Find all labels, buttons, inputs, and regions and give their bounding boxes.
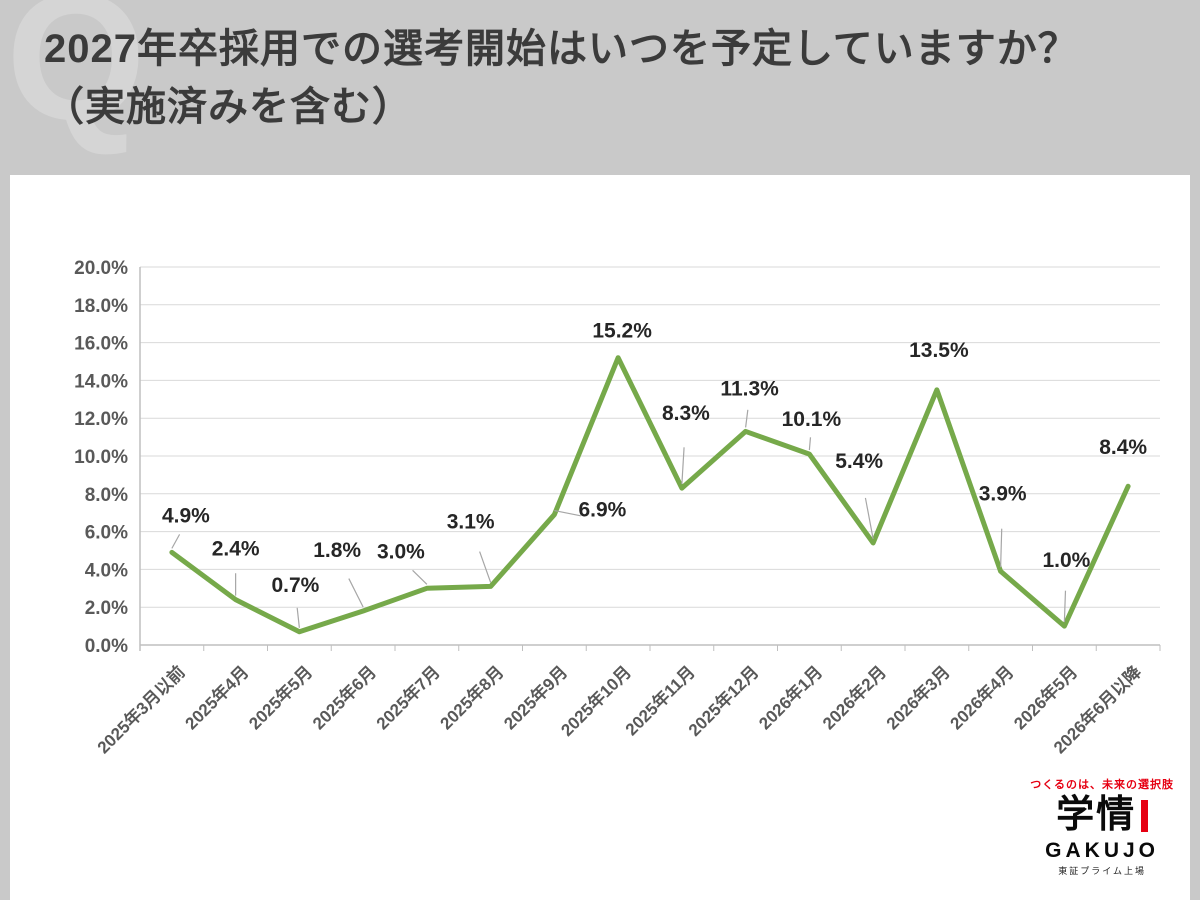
svg-text:18.0%: 18.0%	[74, 296, 128, 317]
header: Q 2027年卒採用での選考開始はいつを予定していますか？（実施済みを含む）	[0, 0, 1200, 165]
svg-text:2026年1月: 2026年1月	[755, 662, 827, 734]
svg-text:3.0%: 3.0%	[377, 540, 425, 563]
svg-text:6.0%: 6.0%	[85, 523, 128, 544]
gakujo-logo: つくるのは、未来の選択肢 学情 GAKUJO 東証プライム上場	[1030, 779, 1174, 876]
svg-text:2025年3月以前: 2025年3月以前	[93, 662, 189, 758]
svg-text:8.4%: 8.4%	[1099, 436, 1147, 459]
svg-text:13.5%: 13.5%	[909, 339, 969, 362]
svg-text:1.0%: 1.0%	[1042, 549, 1090, 572]
svg-text:20.0%: 20.0%	[74, 258, 128, 279]
logo-red-mark	[1141, 799, 1149, 832]
svg-text:3.9%: 3.9%	[979, 482, 1027, 505]
svg-text:2.4%: 2.4%	[212, 538, 260, 561]
svg-text:15.2%: 15.2%	[592, 320, 652, 343]
svg-text:4.0%: 4.0%	[85, 560, 128, 581]
svg-text:8.3%: 8.3%	[662, 402, 710, 425]
svg-text:2025年6月: 2025年6月	[308, 662, 380, 734]
svg-text:1.8%: 1.8%	[313, 539, 361, 562]
svg-text:0.7%: 0.7%	[271, 574, 319, 597]
svg-text:14.0%: 14.0%	[74, 371, 128, 392]
q-watermark: Q	[6, 0, 147, 158]
chart-panel: 0.0% 2.0% 4.0% 6.0% 8.0% 10.0% 12.0% 14.0% 16.0%…	[10, 175, 1190, 900]
svg-text:2025年5月: 2025年5月	[245, 662, 317, 734]
svg-text:2026年4月: 2026年4月	[946, 662, 1018, 734]
svg-text:4.9%: 4.9%	[162, 504, 210, 527]
svg-text:2025年8月: 2025年8月	[436, 662, 508, 734]
svg-text:12.0%: 12.0%	[74, 409, 128, 430]
logo-listing: 東証プライム上場	[1058, 865, 1147, 876]
line-chart: 0.0% 2.0% 4.0% 6.0% 8.0% 10.0% 12.0% 14.0% 16.0%…	[74, 258, 1161, 758]
svg-text:11.3%: 11.3%	[720, 377, 779, 400]
svg-text:3.1%: 3.1%	[447, 510, 495, 533]
logo-kanji: 学情	[1056, 793, 1137, 836]
page-title: 2027年卒採用での選考開始はいつを予定していますか？（実施済みを含む）	[44, 27, 1079, 129]
svg-text:16.0%: 16.0%	[74, 334, 128, 355]
logo-tagline: つくるのは、未来の選択肢	[1030, 779, 1174, 792]
svg-text:2025年7月: 2025年7月	[372, 662, 444, 734]
svg-text:2026年3月: 2026年3月	[882, 662, 954, 734]
svg-text:10.1%: 10.1%	[782, 408, 842, 431]
svg-text:2025年4月: 2025年4月	[181, 662, 253, 734]
svg-text:10.0%: 10.0%	[74, 447, 128, 468]
logo-roman: GAKUJO	[1045, 838, 1160, 862]
svg-text:2.0%: 2.0%	[85, 598, 128, 619]
svg-text:6.9%: 6.9%	[578, 499, 626, 522]
logo-kanji-row: 学情	[1030, 794, 1174, 838]
svg-text:0.0%: 0.0%	[85, 636, 128, 657]
svg-text:2026年2月: 2026年2月	[818, 662, 890, 734]
svg-text:5.4%: 5.4%	[835, 450, 883, 473]
svg-text:8.0%: 8.0%	[85, 485, 128, 506]
